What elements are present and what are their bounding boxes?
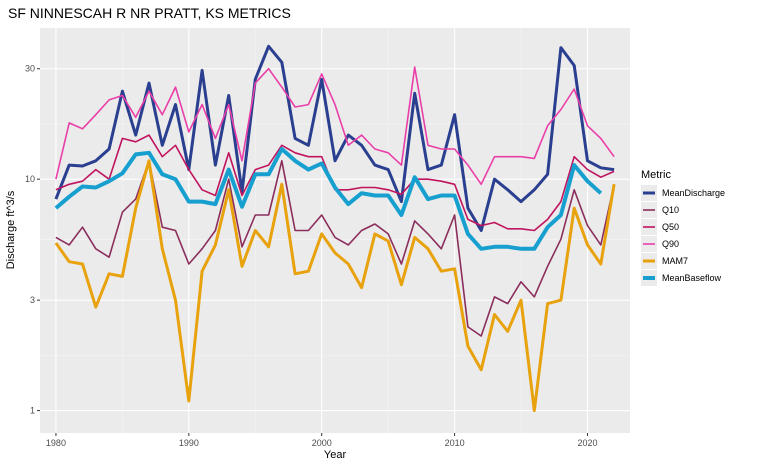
legend-title: Metric (641, 169, 671, 181)
series-lines (54, 44, 616, 413)
y-tick-label: 30 (25, 64, 35, 74)
x-tick-label: 1980 (46, 438, 66, 448)
x-tick-label: 1990 (179, 438, 199, 448)
series-line-meanbaseflow (54, 147, 603, 251)
series-line-mam7 (54, 159, 616, 413)
y-axis-title: Discharge ft^3/s (5, 190, 17, 269)
legend-label: Q10 (662, 205, 679, 215)
legend-item-meandischarge: MeanDischarge (641, 185, 725, 201)
y-tick-label: 1 (30, 406, 35, 416)
legend-label: MeanDischarge (662, 188, 725, 198)
legend-item-mam7: MAM7 (641, 253, 688, 269)
y-tick-label: 3 (30, 295, 35, 305)
legend-label: MAM7 (662, 256, 688, 266)
chart-title: SF NINNESCAH R NR PRATT, KS METRICS (8, 5, 291, 21)
legend-item-q90: Q90 (641, 236, 679, 252)
x-tick-label: 2010 (445, 438, 465, 448)
plot-panel (40, 28, 630, 433)
legend-label: Q90 (662, 239, 679, 249)
legend-label: Q50 (662, 222, 679, 232)
y-tick-label: 10 (25, 174, 35, 184)
legend-item-meanbaseflow: MeanBaseflow (641, 270, 722, 286)
grid (40, 28, 630, 433)
y-axis-ticks: 1 3 10 30 (25, 64, 40, 416)
x-tick-label: 2000 (312, 438, 332, 448)
x-axis-ticks: 1980 1990 2000 2010 2020 (46, 433, 597, 448)
legend: Metric MeanDischarge Q10 Q50 Q90 MAM7 MeanBas… (641, 169, 725, 286)
legend-label: MeanBaseflow (662, 273, 722, 283)
series-line-q90 (55, 66, 615, 186)
legend-item-q50: Q50 (641, 219, 679, 235)
legend-item-q10: Q10 (641, 202, 679, 218)
x-tick-label: 2020 (577, 438, 597, 448)
series-line-meandischarge (54, 44, 615, 232)
x-axis-title: Year (324, 449, 347, 461)
